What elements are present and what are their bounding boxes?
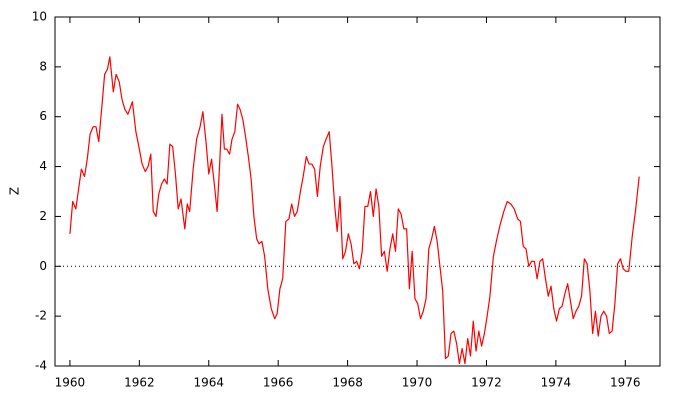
x-tick-label: 1972	[471, 376, 502, 390]
plot-frame	[54, 16, 661, 367]
y-axis-label: Z	[8, 187, 22, 195]
x-tick-label: 1968	[332, 376, 363, 390]
x-tick-label: 1976	[610, 376, 641, 390]
x-tick-label: 1966	[263, 376, 294, 390]
x-tick-label: 1962	[124, 376, 155, 390]
y-tick-label: 2	[39, 209, 47, 223]
y-tick-label: 0	[39, 259, 47, 273]
x-tick-label: 1970	[402, 376, 433, 390]
x-tick-label: 1960	[55, 376, 86, 390]
x-tick-label: 1974	[541, 376, 572, 390]
y-tick-label: -4	[35, 359, 47, 373]
y-tick-label: 4	[39, 159, 47, 173]
data-line	[69, 56, 640, 365]
y-tick-label: 8	[39, 59, 47, 73]
y-tick-label: 10	[32, 10, 47, 24]
y-tick-label: 6	[39, 109, 47, 123]
x-tick-label: 1964	[193, 376, 224, 390]
y-tick-label: -2	[35, 309, 47, 323]
